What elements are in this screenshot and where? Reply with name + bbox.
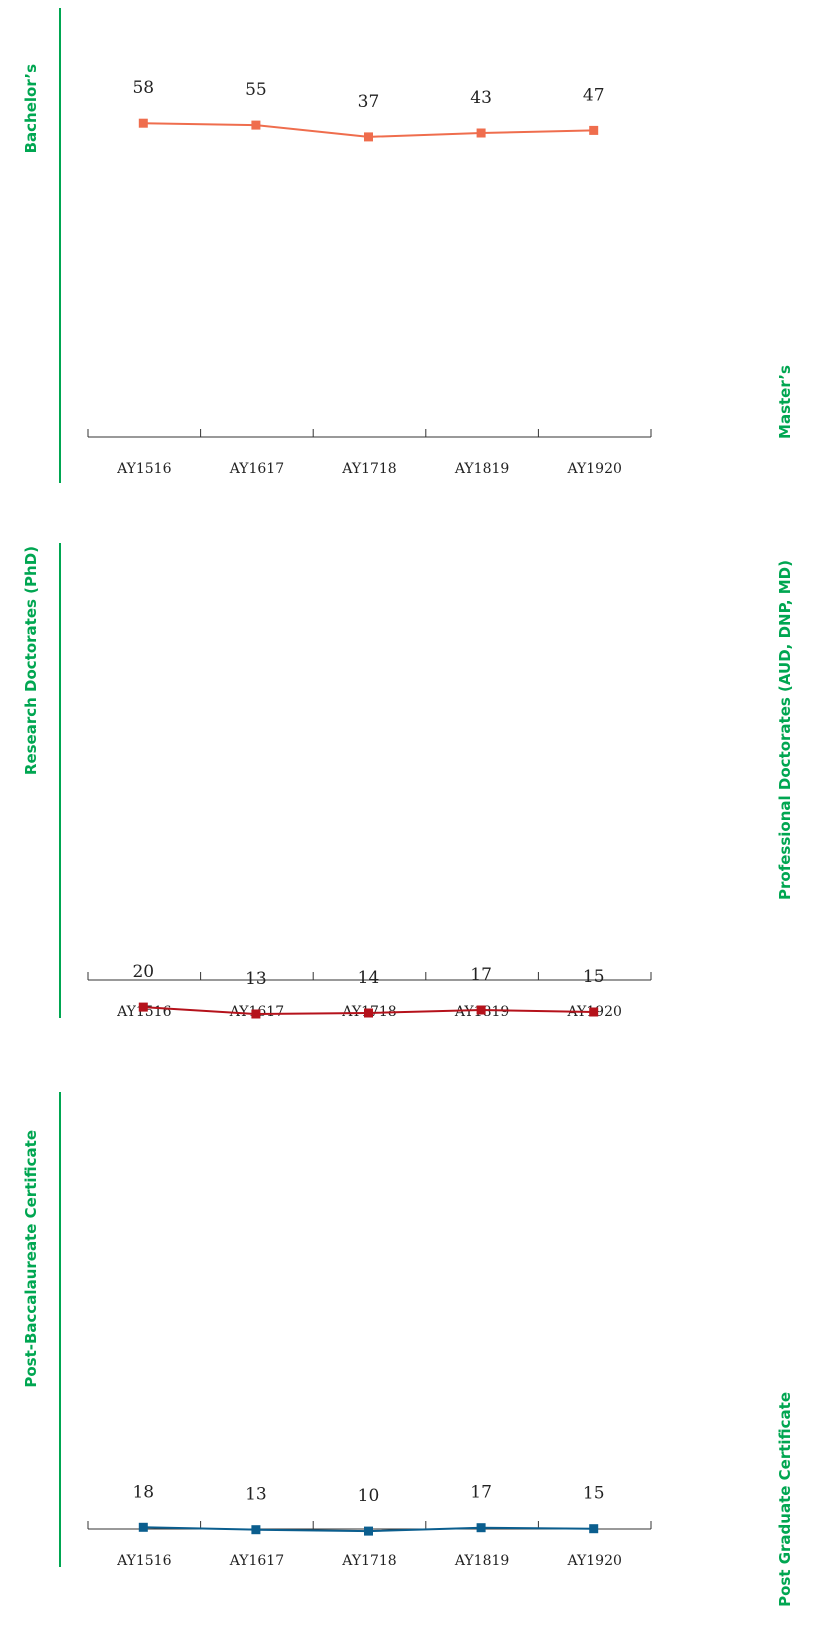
bachelors-panel-title: Bachelor’s (22, 64, 40, 153)
research-doctorates-data-point (364, 1008, 373, 1018)
bachelors-tick-label: AY1920 (566, 461, 621, 477)
professional-doctorates-panel-title: Professional Doctorates (AUD, DNP, MD) (776, 560, 794, 900)
post-baccalaureate-tick-label: AY1718 (341, 1553, 396, 1569)
bachelors-data-point (138, 118, 148, 128)
research-doctorates-data-point (589, 1007, 599, 1017)
bachelors-tick-label: AY1617 (229, 461, 284, 477)
bachelors-data-label: 37 (358, 92, 380, 112)
research-doctorates-data-label: 13 (245, 969, 267, 989)
post-baccalaureate-panel-title: Post-Baccalaureate Certificate (22, 1130, 40, 1388)
bachelors-data-label: 58 (132, 78, 154, 98)
bachelors-data-point (589, 125, 599, 135)
post-baccalaureate-tick-label: AY1819 (454, 1553, 509, 1569)
post-baccalaureate-data-point (138, 1522, 148, 1532)
research-doctorates-data-label: 20 (132, 962, 154, 982)
post-baccalaureate-tick-label: AY1617 (229, 1553, 284, 1569)
post-baccalaureate-tick-label: AY1920 (566, 1553, 621, 1569)
bachelors-tick-label: AY1819 (454, 461, 509, 477)
bachelors-data-point (364, 132, 373, 142)
research-doctorates-data-point (251, 1009, 261, 1019)
post-baccalaureate-data-point (251, 1525, 261, 1535)
bachelors-data-label: 47 (583, 85, 605, 105)
research-doctorates-data-point (138, 1002, 148, 1012)
post-baccalaureate-data-point (476, 1523, 486, 1533)
research-doctorates-data-point (476, 1005, 486, 1015)
post-baccalaureate-data-label: 13 (245, 1485, 267, 1505)
bachelors-tick-label: AY1718 (341, 461, 396, 477)
post-baccalaureate-data-label: 10 (358, 1486, 380, 1506)
masters-panel-title: Master’s (776, 365, 794, 439)
post-baccalaureate-tick-label: AY1516 (116, 1553, 172, 1569)
research-doctorates-data-label: 15 (583, 967, 605, 987)
bachelors-data-point (251, 120, 261, 130)
research-doctorates-panel-title: Research Doctorates (PhD) (22, 546, 40, 775)
research-doctorates-data-label: 14 (358, 968, 380, 988)
post-baccalaureate-data-label: 18 (132, 1482, 154, 1502)
bachelors-data-label: 55 (245, 80, 267, 100)
post-baccalaureate-data-point (364, 1526, 373, 1536)
bachelors-tick-label: AY1516 (116, 461, 172, 477)
research-doctorates-data-label: 17 (470, 965, 492, 985)
post-baccalaureate-data-label: 17 (470, 1483, 492, 1503)
plots-layer: AY1516 AY1617 AY1718 AY1819 AY1920 58 55 37 43 47… (87, 78, 652, 1569)
bachelors-data-point (476, 128, 486, 138)
post-graduate-certificate-panel-title: Post Graduate Certificate (776, 1392, 794, 1607)
bachelors-data-label: 43 (470, 88, 492, 108)
post-baccalaureate-data-point (589, 1524, 599, 1534)
post-baccalaureate-data-label: 15 (583, 1484, 605, 1504)
